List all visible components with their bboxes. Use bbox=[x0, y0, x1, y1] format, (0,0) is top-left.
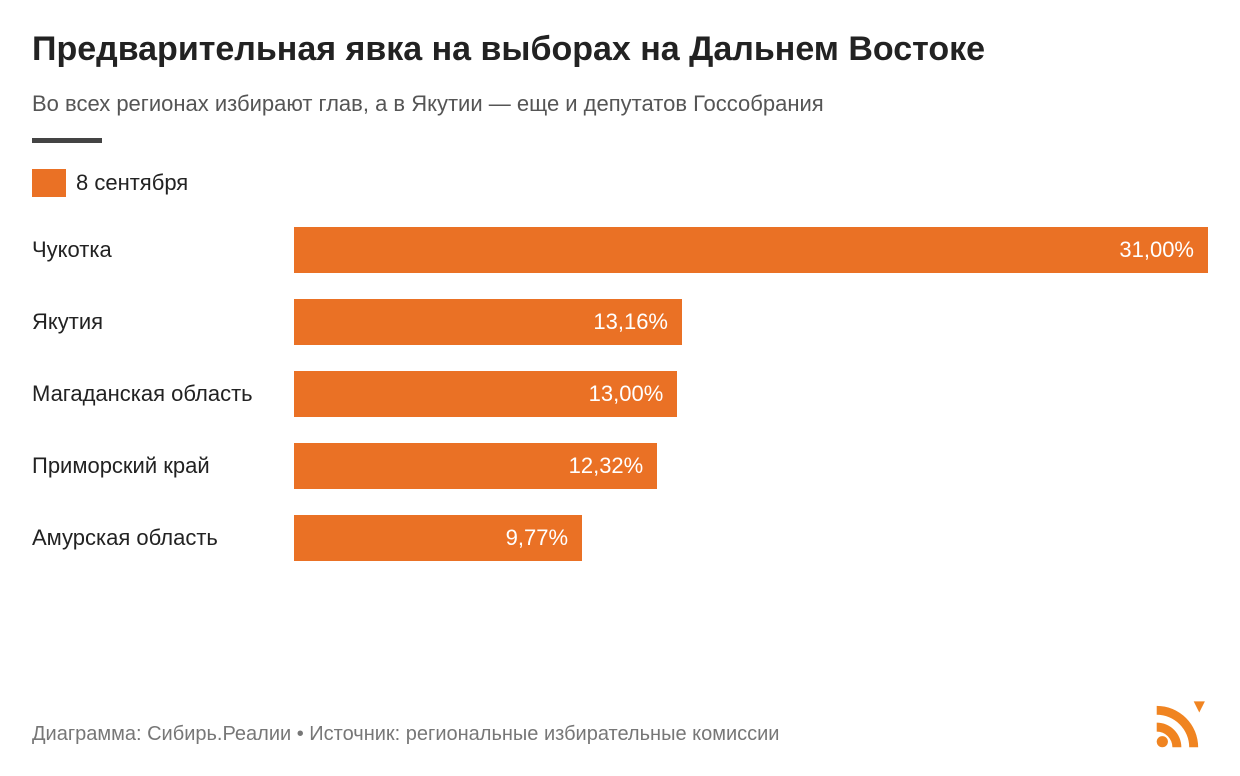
chart-subtitle: Во всех регионах избирают глав, а в Якут… bbox=[32, 89, 1208, 119]
title-divider bbox=[32, 138, 102, 143]
row-label: Амурская область bbox=[32, 525, 294, 551]
chart-footer: Диаграмма: Сибирь.Реалии • Источник: рег… bbox=[32, 723, 779, 746]
chart-row: Якутия 13,16% bbox=[32, 299, 1208, 345]
bar-track: 12,32% bbox=[294, 443, 1208, 489]
bar-track: 13,00% bbox=[294, 371, 1208, 417]
bar-track: 9,77% bbox=[294, 515, 1208, 561]
bar-value: 9,77% bbox=[506, 525, 568, 551]
bar-value: 13,00% bbox=[589, 381, 664, 407]
legend-swatch bbox=[32, 169, 66, 197]
legend: 8 сентября bbox=[32, 169, 1208, 197]
bar-chart: Чукотка 31,00% Якутия 13,16% Магаданская обл… bbox=[32, 227, 1208, 561]
bar: 31,00% bbox=[294, 227, 1208, 273]
bar-track: 31,00% bbox=[294, 227, 1208, 273]
source-logo-icon bbox=[1150, 698, 1206, 754]
chart-row: Магаданская область 13,00% bbox=[32, 371, 1208, 417]
chart-row: Чукотка 31,00% bbox=[32, 227, 1208, 273]
bar: 13,16% bbox=[294, 299, 682, 345]
row-label: Магаданская область bbox=[32, 381, 294, 407]
row-label: Чукотка bbox=[32, 237, 294, 263]
bar-track: 13,16% bbox=[294, 299, 1208, 345]
bar-value: 31,00% bbox=[1119, 237, 1194, 263]
row-label: Якутия bbox=[32, 309, 294, 335]
chart-title: Предварительная явка на выборах на Дальн… bbox=[32, 28, 1208, 71]
chart-row: Приморский край 12,32% bbox=[32, 443, 1208, 489]
chart-row: Амурская область 9,77% bbox=[32, 515, 1208, 561]
bar: 12,32% bbox=[294, 443, 657, 489]
bar: 9,77% bbox=[294, 515, 582, 561]
bar-value: 13,16% bbox=[593, 309, 668, 335]
row-label: Приморский край bbox=[32, 453, 294, 479]
bar: 13,00% bbox=[294, 371, 677, 417]
legend-label: 8 сентября bbox=[76, 170, 188, 196]
bar-value: 12,32% bbox=[569, 453, 644, 479]
